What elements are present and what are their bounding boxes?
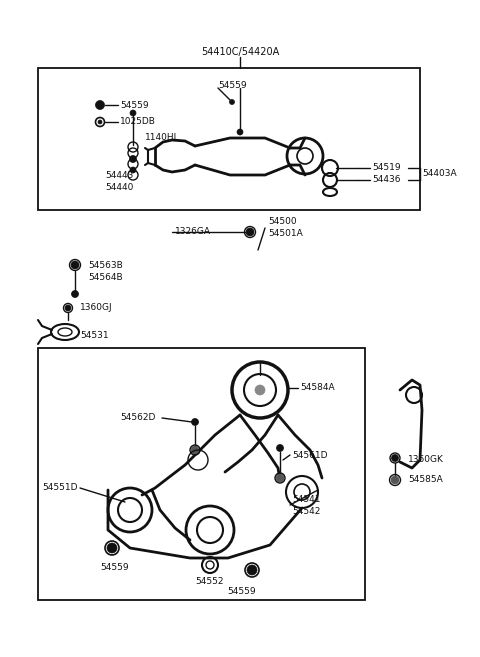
Text: 54563B: 54563B (88, 260, 123, 269)
Circle shape (191, 446, 199, 454)
Text: 54559: 54559 (228, 587, 256, 597)
Circle shape (276, 445, 284, 451)
Text: 1025DB: 1025DB (120, 118, 156, 127)
Text: 54552: 54552 (195, 578, 224, 587)
Text: 54585A: 54585A (408, 476, 443, 484)
Text: 54443: 54443 (105, 171, 133, 179)
Circle shape (255, 385, 265, 395)
Text: 54410C/54420A: 54410C/54420A (201, 47, 279, 57)
Text: 54559: 54559 (218, 81, 247, 91)
Text: 54436: 54436 (372, 175, 400, 185)
Text: 54403A: 54403A (422, 168, 456, 177)
Text: 54500: 54500 (268, 217, 297, 227)
Text: 54584A: 54584A (300, 384, 335, 392)
Circle shape (192, 419, 199, 426)
Circle shape (130, 156, 136, 162)
Circle shape (130, 110, 136, 116)
Text: 1140HL: 1140HL (145, 133, 180, 143)
Text: 54531: 54531 (80, 330, 108, 340)
Circle shape (71, 261, 79, 269)
Text: 1360GK: 1360GK (408, 455, 444, 464)
Circle shape (130, 167, 136, 173)
Circle shape (98, 120, 102, 124)
Circle shape (72, 290, 79, 298)
Text: 1360GJ: 1360GJ (80, 304, 113, 313)
Bar (38, 348, 365, 600)
Text: 54559: 54559 (100, 564, 129, 572)
Circle shape (276, 474, 284, 482)
Text: 54542: 54542 (292, 507, 320, 516)
Text: 54562D: 54562D (120, 413, 156, 422)
Text: 54541: 54541 (292, 495, 321, 505)
Circle shape (391, 476, 399, 484)
Circle shape (107, 543, 117, 553)
Circle shape (246, 228, 254, 236)
Circle shape (65, 305, 71, 311)
Text: 54564B: 54564B (88, 273, 122, 283)
Text: 54501A: 54501A (268, 229, 303, 238)
Text: 1326GA: 1326GA (175, 227, 211, 237)
Circle shape (237, 129, 243, 135)
Text: 54519: 54519 (372, 164, 401, 173)
Text: 54561D: 54561D (292, 451, 327, 459)
Circle shape (392, 455, 398, 461)
Circle shape (247, 565, 257, 575)
Circle shape (96, 101, 105, 110)
Text: 54440: 54440 (105, 183, 133, 191)
Text: 54551D: 54551D (42, 484, 77, 493)
Text: 54559: 54559 (120, 101, 149, 110)
Circle shape (229, 99, 235, 104)
Bar (38, 68, 420, 210)
